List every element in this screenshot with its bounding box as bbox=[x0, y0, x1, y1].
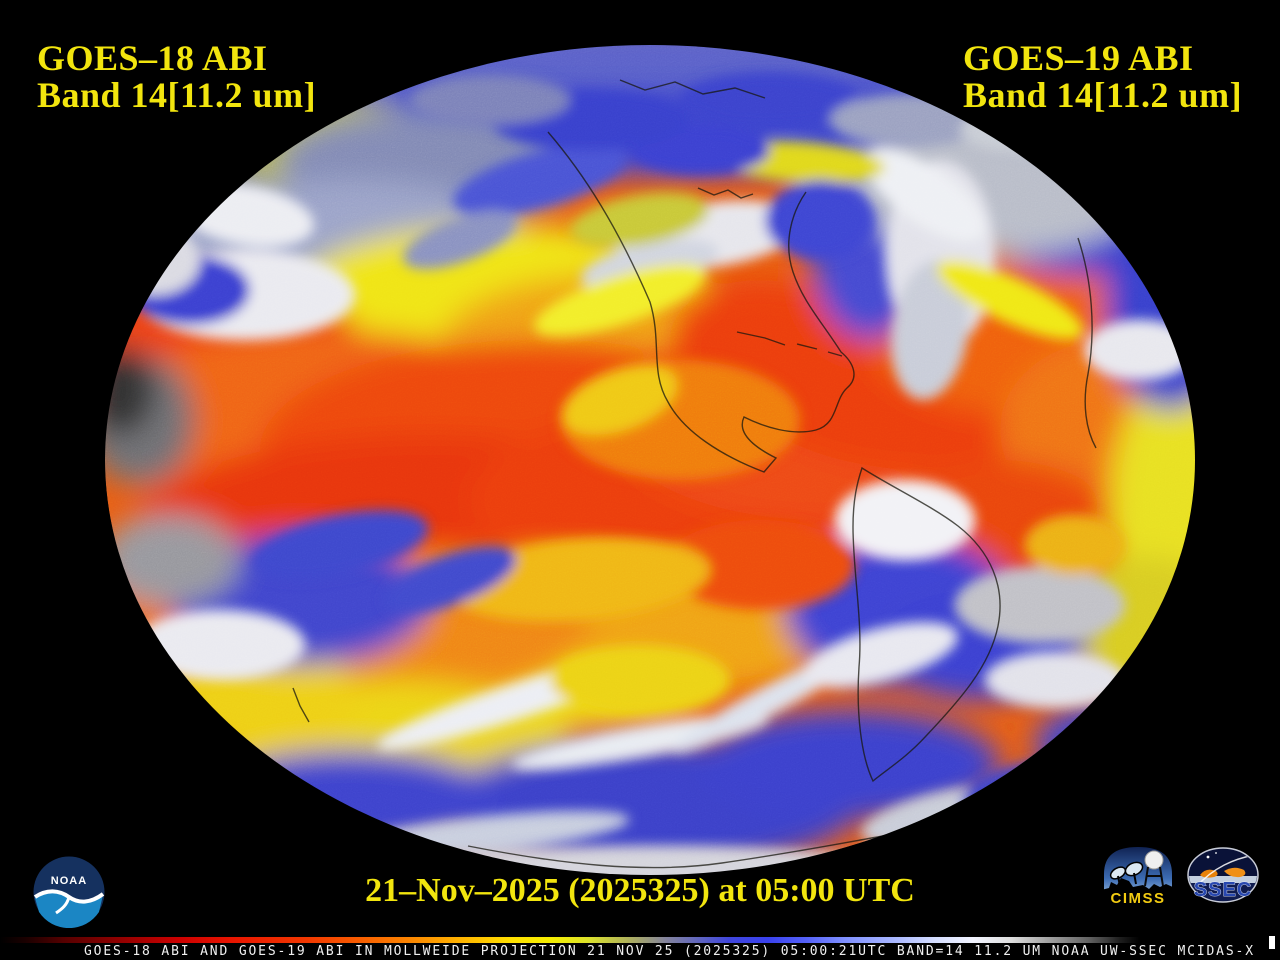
cimss-label: CIMSS bbox=[1110, 890, 1165, 907]
colorbar-strip bbox=[0, 937, 1280, 943]
ssec-label: SSEC bbox=[1194, 879, 1252, 901]
goes18-title-line1: GOES–18 ABI bbox=[37, 38, 268, 78]
goes19-title-line1: GOES–19 ABI bbox=[963, 38, 1194, 78]
cimss-logo: CIMSS bbox=[1098, 840, 1178, 910]
noaa-logo: NOAA bbox=[33, 856, 105, 928]
continent-shape bbox=[1224, 867, 1246, 878]
goes18-title-line2: Band 14[11.2 um] bbox=[37, 75, 317, 115]
water-tower-globe-icon bbox=[1144, 850, 1164, 870]
earth-imagery bbox=[105, 45, 1195, 875]
coastlines bbox=[292, 79, 1097, 869]
timestamp: 21–Nov–2025 (2025325) at 05:00 UTC bbox=[365, 872, 915, 909]
goes18-title: GOES–18 ABI Band 14[11.2 um] bbox=[37, 40, 316, 114]
cursor-tick bbox=[1269, 936, 1275, 949]
goes19-title-line2: Band 14[11.2 um] bbox=[963, 75, 1243, 115]
ssec-logo: SSEC bbox=[1187, 847, 1259, 903]
noaa-label: NOAA bbox=[51, 875, 87, 887]
status-bar: GOES-18 ABI AND GOES-19 ABI IN MOLLWEIDE… bbox=[0, 936, 1280, 960]
status-line: GOES-18 ABI AND GOES-19 ABI IN MOLLWEIDE… bbox=[84, 944, 1255, 959]
dish-antenna-icon bbox=[1109, 866, 1127, 880]
dish-antenna-icon bbox=[1124, 861, 1144, 877]
goes19-title: GOES–19 ABI Band 14[11.2 um] bbox=[963, 40, 1242, 114]
